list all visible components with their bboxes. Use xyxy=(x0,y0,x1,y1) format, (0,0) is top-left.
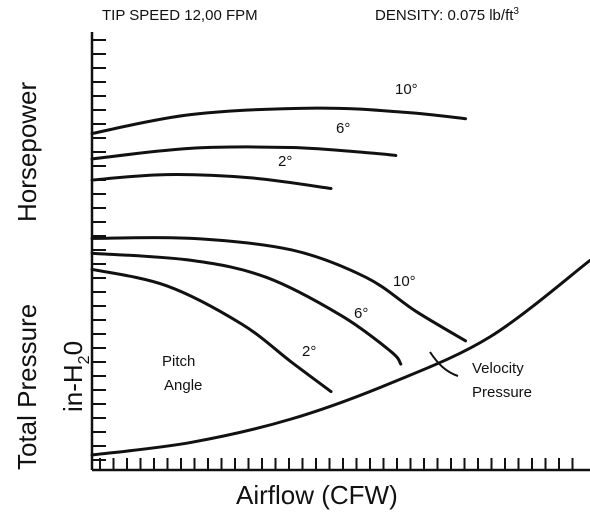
horsepower-curve-label: 6° xyxy=(336,120,350,137)
tip-speed-label: TIP SPEED 12,00 FPM xyxy=(102,7,258,24)
velocity-pressure-curve xyxy=(90,258,590,457)
x-axis-ticks xyxy=(99,458,574,470)
pressure-unit-subscript: 2 xyxy=(76,355,93,364)
chart-series: 10° 6° 2° 10° 6° 2° xyxy=(90,81,590,457)
horsepower-curve xyxy=(90,173,333,190)
horsepower-curve-label: 10° xyxy=(395,81,418,98)
density-unit-superscript: 3 xyxy=(513,6,519,17)
y-axis-ticks xyxy=(92,39,106,461)
pitch-label: Pitch xyxy=(162,353,195,370)
velocity-pressure-leader xyxy=(429,351,459,377)
pressure-curve-label: 10° xyxy=(393,273,416,290)
x-axis-label: Airflow (CFW) xyxy=(236,480,398,510)
pressure-curve xyxy=(90,251,403,366)
y-axis-label-horsepower: Horsepower xyxy=(12,81,42,222)
y-axis-label-pressure-unit: in-H20 xyxy=(58,341,93,412)
horsepower-curve xyxy=(90,145,398,161)
pressure-curve xyxy=(90,236,467,343)
pressure-curve-label: 2° xyxy=(302,343,316,360)
horsepower-curve-label: 2° xyxy=(278,153,292,170)
velocity-label: Velocity xyxy=(472,360,524,377)
density-label: DENSITY: 0.075 lb/ft3 xyxy=(375,6,519,24)
horsepower-curve xyxy=(90,106,467,135)
pressure-curve xyxy=(90,267,333,394)
y-axis-label-total-pressure: Total Pressure xyxy=(12,304,42,470)
pressure-curve-label: 6° xyxy=(354,305,368,322)
angle-label: Angle xyxy=(164,377,202,394)
pressure-label: Pressure xyxy=(472,384,532,401)
